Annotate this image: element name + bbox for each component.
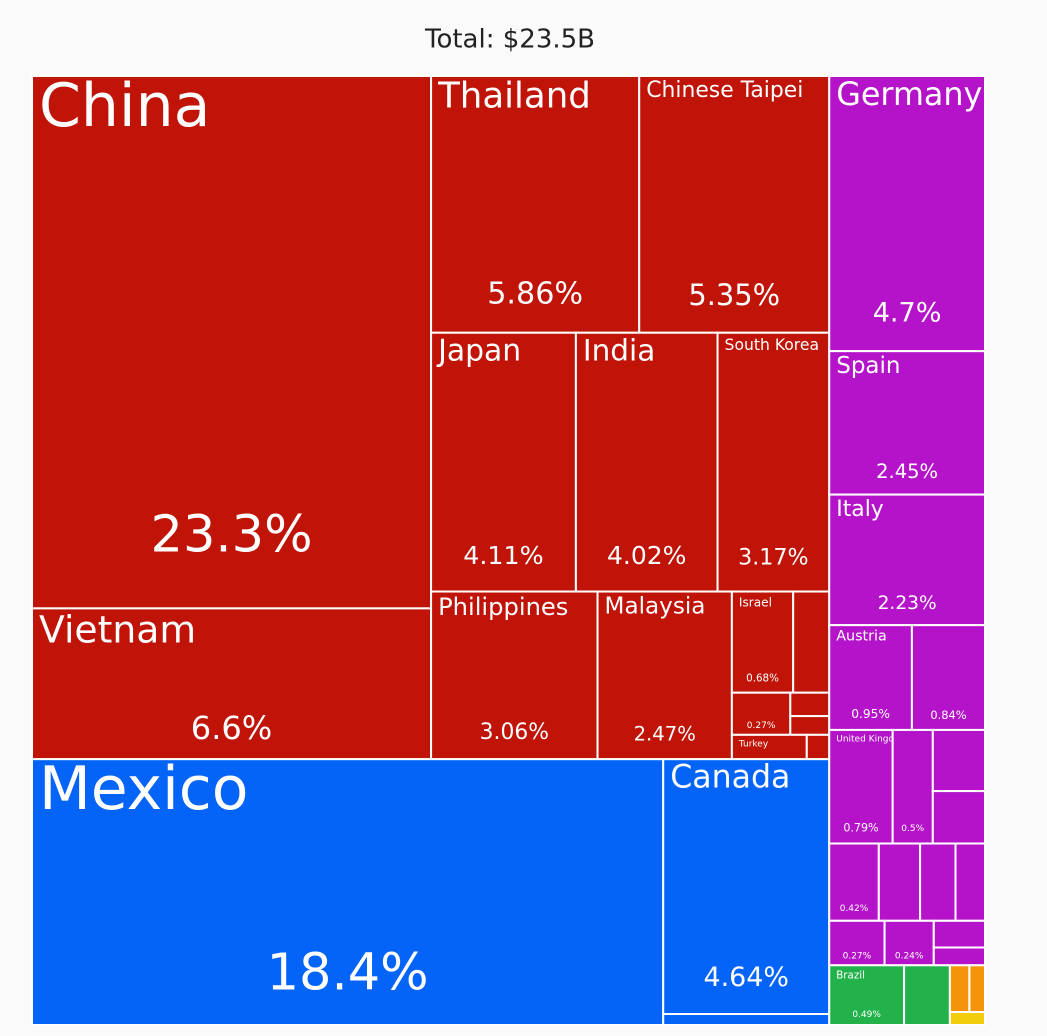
- category-label: South Korea: [725, 336, 819, 354]
- category-label: China: [39, 71, 210, 141]
- category-label: India: [583, 333, 655, 367]
- treemap-cell: [789, 715, 831, 736]
- treemap-cell: [596, 590, 733, 761]
- value-label: 6.6%: [191, 709, 273, 747]
- treemap-cell: [910, 624, 986, 731]
- treemap-cell: [638, 75, 831, 334]
- value-label: 4.02%: [607, 541, 686, 570]
- treemap-cell: [948, 1011, 987, 1027]
- category-label: Malaysia: [605, 594, 706, 620]
- value-label: 2.23%: [878, 593, 937, 614]
- category-label: Turkey: [738, 739, 769, 749]
- category-label: United Kingdom: [836, 735, 908, 745]
- treemap-cell: [968, 964, 986, 1014]
- treemap-cell: [828, 493, 986, 627]
- treemap-cell: [932, 919, 987, 949]
- category-label: Italy: [836, 497, 884, 522]
- chart-title: Total: $23.5B: [424, 25, 595, 55]
- treemap-cell: [31, 75, 433, 610]
- treemap-cell: [919, 842, 957, 922]
- category-label: Chinese Taipei: [646, 78, 803, 103]
- category-label: Philippines: [438, 593, 568, 621]
- value-label: 4.11%: [463, 541, 543, 570]
- treemap-cell: [805, 733, 831, 761]
- value-label: 0.49%: [852, 1010, 881, 1020]
- treemap-cell: [903, 964, 951, 1027]
- value-label: 0.79%: [843, 821, 878, 834]
- treemap-cell: [662, 1013, 831, 1027]
- treemap-cell: [31, 758, 665, 1026]
- value-label: 18.4%: [267, 944, 429, 1003]
- category-label: Canada: [670, 760, 790, 796]
- treemap-cell: [792, 590, 831, 694]
- category-label: Mexico: [39, 754, 249, 824]
- category-label: Austria: [836, 629, 887, 645]
- treemap-cell: [716, 331, 831, 593]
- treemap-cell: [430, 75, 641, 334]
- treemap-cell: [828, 842, 880, 922]
- category-label: Vietnam: [39, 607, 196, 651]
- value-label: 23.3%: [151, 506, 313, 565]
- value-label: 0.42%: [840, 904, 869, 914]
- value-label: 4.64%: [704, 962, 789, 993]
- value-label: 5.35%: [688, 278, 780, 312]
- value-label: 0.5%: [901, 824, 924, 834]
- treemap-cell: [954, 842, 987, 922]
- value-label: 5.86%: [487, 277, 583, 312]
- treemap-cell: [931, 790, 986, 845]
- treemap-cell: [430, 590, 599, 761]
- treemap-cell: [789, 691, 831, 718]
- value-label: 3.06%: [480, 720, 549, 745]
- value-label: 2.45%: [876, 460, 938, 483]
- value-label: 2.47%: [634, 723, 696, 746]
- value-label: 0.95%: [851, 707, 890, 721]
- value-label: 0.84%: [930, 708, 966, 722]
- category-label: Thailand: [437, 76, 591, 117]
- category-label: Brazil: [836, 969, 865, 981]
- treemap-cell: [828, 624, 913, 731]
- category-label: Israel: [739, 595, 772, 609]
- treemap-cell: [662, 758, 831, 1016]
- category-label: Germany: [836, 76, 982, 113]
- treemap-cell: [931, 728, 986, 793]
- value-label: 4.7%: [873, 297, 942, 328]
- category-label: Spain: [836, 353, 900, 379]
- treemap-cell: [877, 842, 922, 922]
- category-label: Japan: [436, 333, 521, 368]
- treemap-cell: [31, 607, 433, 761]
- value-label: 0.27%: [843, 951, 872, 961]
- value-label: 0.24%: [895, 951, 924, 961]
- value-label: 0.27%: [747, 721, 776, 731]
- treemap-cell: [730, 590, 795, 694]
- treemap-cell: [828, 75, 986, 353]
- treemap-cell: [730, 733, 808, 761]
- value-label: 3.17%: [738, 545, 808, 571]
- treemap-cell: [828, 350, 986, 496]
- treemap-cell: [932, 946, 987, 967]
- treemap-cell: [948, 964, 971, 1014]
- value-label: 0.68%: [746, 673, 779, 685]
